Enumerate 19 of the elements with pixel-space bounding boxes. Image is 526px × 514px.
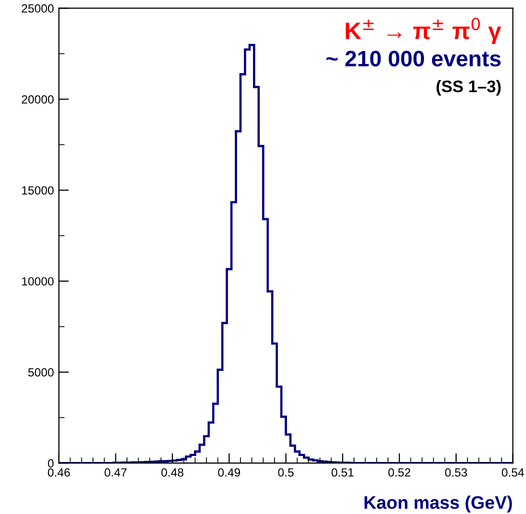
annotation: (SS 1–3)	[436, 80, 501, 96]
x-tick-label: 0.54	[502, 468, 524, 477]
x-tick-label: 0.53	[445, 468, 468, 477]
x-tick-label: 0.52	[388, 468, 410, 477]
x-tick-label: 0.46	[48, 468, 70, 477]
x-tick-label: 0.47	[104, 468, 127, 477]
annotation: K$^{±}$ → π$^{±}$ π$^{0}$ γ	[346, 18, 502, 44]
x-axis-title: Kaon mass (GeV)	[364, 496, 512, 512]
y-tick-label: 15000	[22, 186, 54, 195]
x-tick-label: 0.48	[161, 468, 184, 477]
x-tick-label: 0.51	[332, 468, 354, 477]
x-tick-label: 0.5	[278, 468, 294, 477]
annotation: ~ 210 000 events	[326, 50, 501, 66]
y-tick-label: 20000	[22, 95, 54, 104]
y-tick-label: 25000	[22, 4, 54, 13]
y-tick-label: 0	[48, 459, 54, 468]
x-tick-label: 0.49	[218, 468, 240, 477]
y-tick-label: 5000	[28, 368, 54, 377]
y-tick-label: 10000	[22, 277, 54, 286]
